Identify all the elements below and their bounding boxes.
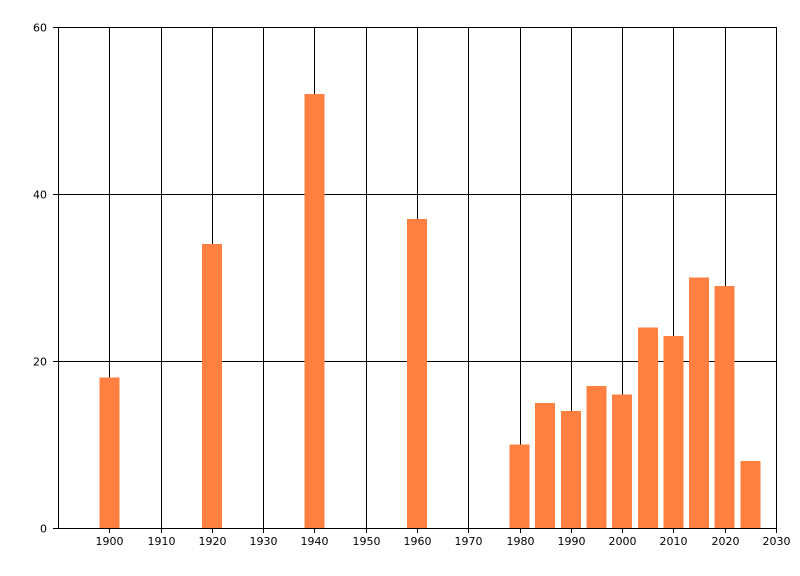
x-tick-label-1930: 1930 <box>250 535 278 548</box>
y-tick-label-0: 0 <box>40 523 47 536</box>
x-tick-label-2030: 2030 <box>763 535 791 548</box>
bar-1920 <box>201 244 222 528</box>
bar-1990 <box>560 411 581 528</box>
bar-2000 <box>612 394 633 528</box>
y-axis-ticks: 0 20 40 60 <box>33 22 58 536</box>
bar-2025 <box>740 461 761 528</box>
x-tick-label-1900: 1900 <box>96 535 124 548</box>
bar-2015 <box>689 277 710 528</box>
bar-2005 <box>637 327 658 528</box>
x-tick-label-1910: 1910 <box>148 535 176 548</box>
x-tick-label-1960: 1960 <box>404 535 432 548</box>
x-tick-label-2020: 2020 <box>712 535 740 548</box>
y-tick-label-60: 60 <box>33 22 47 35</box>
bar-1995 <box>586 386 607 528</box>
y-tick-label-40: 40 <box>33 189 47 202</box>
bar-1980 <box>509 444 530 528</box>
bar-1900 <box>99 377 120 528</box>
x-tick-label-1990: 1990 <box>558 535 586 548</box>
x-tick-label-1980: 1980 <box>507 535 535 548</box>
x-axis-ticks: 1900 1910 1920 1930 1940 1950 1960 1970 1980 1990… <box>96 528 791 548</box>
x-tick-label-1950: 1950 <box>353 535 381 548</box>
bar-2010 <box>663 335 684 528</box>
x-tick-label-1940: 1940 <box>301 535 329 548</box>
bar-1960 <box>407 219 427 529</box>
bar-2020 <box>714 285 735 528</box>
x-tick-label-2000: 2000 <box>609 535 637 548</box>
y-tick-label-20: 20 <box>33 356 47 369</box>
bar-1985 <box>535 402 556 528</box>
bars <box>99 93 761 529</box>
x-tick-label-2010: 2010 <box>660 535 688 548</box>
x-tick-label-1970: 1970 <box>455 535 483 548</box>
x-tick-label-1920: 1920 <box>199 535 227 548</box>
bar-1940 <box>304 93 325 529</box>
